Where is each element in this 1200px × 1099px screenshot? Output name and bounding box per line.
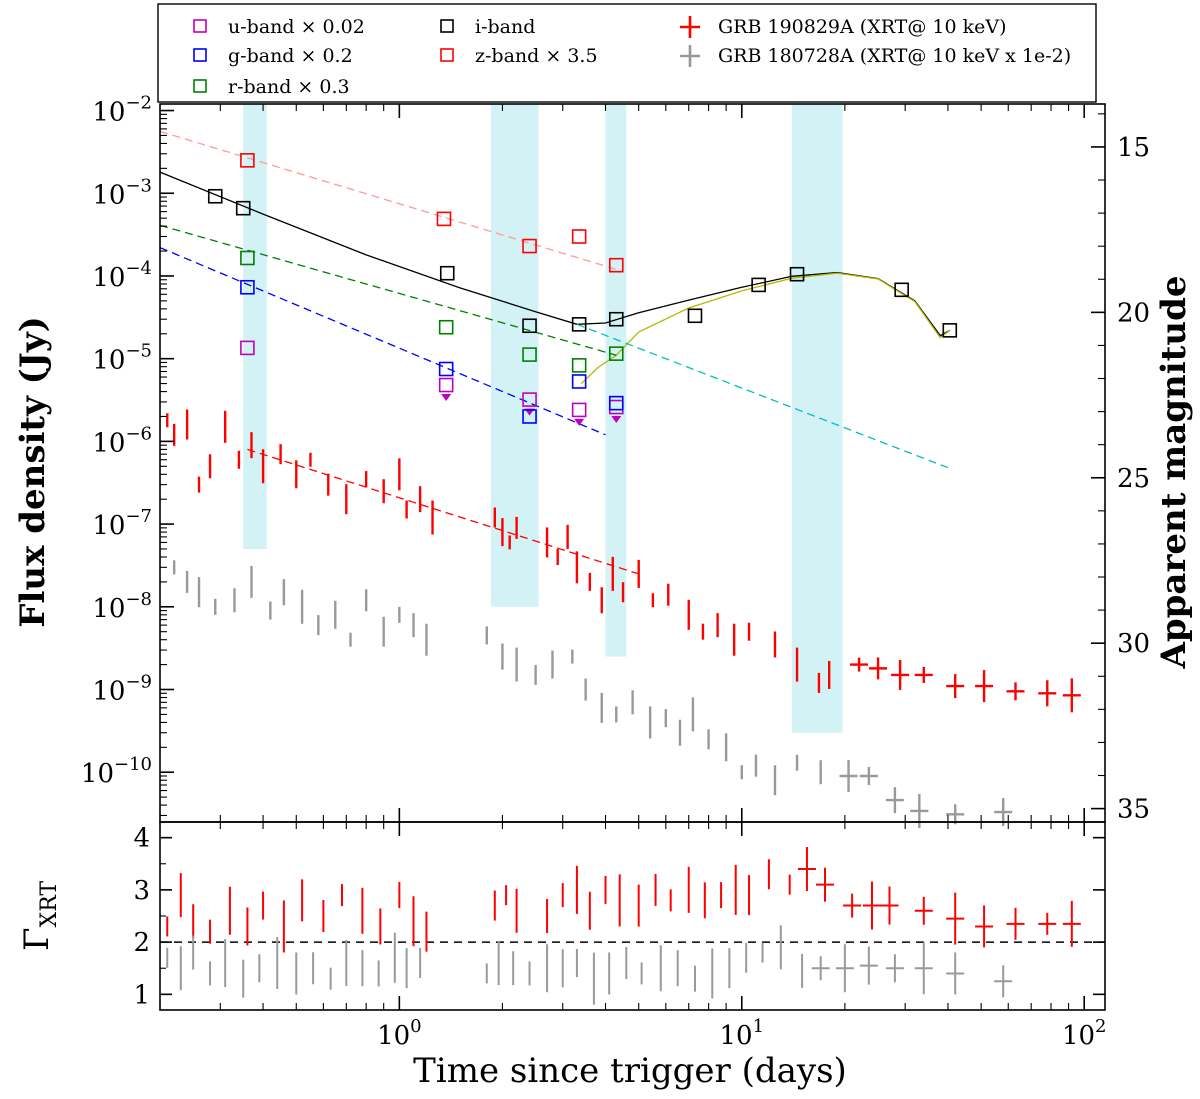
legend-label-2: g-band × 0.2: [228, 45, 353, 67]
legend-label-3: r-band × 0.3: [228, 76, 350, 98]
gamma-tick-label: 3: [133, 876, 150, 906]
optical-3-point-7: [687, 308, 703, 324]
optical-4-point-3: [522, 238, 537, 254]
optical-4-point-5: [608, 257, 624, 273]
optical-3-point-11: [942, 323, 958, 338]
optical-4-point-4: [571, 229, 587, 244]
legend: u-band × 0.02 g-band × 0.2 r-band × 0.3 i-b…: [157, 3, 1097, 103]
optical-1-point-3: [522, 409, 537, 424]
optical-0-point-3: [522, 392, 537, 407]
optical-3-point-9: [789, 266, 805, 282]
legend-marker-4: [440, 19, 454, 33]
optical-2-point-3: [522, 347, 537, 362]
optical-3-point-3: [439, 265, 455, 281]
gamma-tick-label: 2: [133, 928, 150, 958]
y-tick-label: 10−6: [92, 423, 152, 458]
gamma-panel-series: [160, 847, 1105, 1005]
legend-marker-1: [193, 19, 207, 33]
optical-3-point-4: [522, 318, 537, 334]
mag-tick-label: 30: [1117, 629, 1150, 659]
optical-3-point-10: [894, 282, 909, 298]
y-tick-label: 10−7: [92, 506, 152, 541]
mag-tick-label: 35: [1117, 795, 1150, 825]
model-line-6: [159, 247, 606, 436]
optical-1-point-2: [438, 361, 454, 377]
optical-1-point-1: [240, 279, 255, 295]
model-line-4: [159, 130, 617, 271]
optical-3-point-1: [207, 188, 223, 204]
legend-label-5: z-band × 3.5: [475, 45, 598, 67]
y-tick-label: 10−3: [92, 175, 152, 210]
model-line-2: [580, 272, 951, 385]
model-line-3: [576, 323, 949, 469]
y-tick-label: 10−2: [92, 93, 152, 128]
optical-0-upper-limit-2: [441, 394, 452, 402]
legend-label-7: GRB 180728A (XRT@ 10 keV x 1e-2): [718, 45, 1071, 67]
optical-3-point-8: [751, 277, 766, 293]
mag-tick-label: 15: [1117, 133, 1150, 163]
optical-0-point-4: [571, 402, 587, 418]
optical-0-point-1: [240, 340, 255, 356]
x-axis-title: Time since trigger (days): [413, 1051, 847, 1091]
y-tick-label: 10−8: [92, 589, 152, 624]
legend-label-1: u-band × 0.02: [228, 16, 365, 38]
optical-3-point-5: [571, 317, 587, 332]
optical-1-point-5: [608, 395, 624, 411]
model-line-7: [247, 448, 639, 575]
shaded-bands: [243, 104, 843, 733]
optical-2-point-1: [240, 250, 255, 266]
x-tick-label: 101: [720, 1016, 765, 1051]
y-tick-label: 10−9: [92, 671, 152, 706]
axes: 100 101 102 10−2 10−3 10−4 10−5 10−6 10−7 10−8 10−…: [81, 93, 1150, 1051]
gamma-tick-label: 4: [133, 824, 150, 854]
mag-tick-label: 25: [1117, 464, 1150, 494]
optical-series: [207, 153, 958, 426]
optical-4-point-2: [436, 211, 452, 227]
optical-2-point-2: [438, 319, 454, 335]
optical-0-upper-limit-5: [611, 416, 622, 424]
y-axis-right-title: Apparent magnitude: [1154, 275, 1194, 669]
y-tick-label: 10−5: [92, 341, 152, 376]
legend-label-6: GRB 190829A (XRT@ 10 keV): [718, 16, 1007, 38]
xrt-190829a-series: [166, 409, 1081, 713]
optical-2-point-4: [571, 358, 587, 373]
legend-label-4: i-band: [475, 16, 535, 38]
model-line-5: [159, 224, 617, 356]
legend-marker-2: [193, 48, 207, 62]
legend-marker-5: [440, 48, 454, 62]
y-tick-label: 10−4: [92, 258, 152, 293]
optical-0-upper-limit-4: [574, 418, 585, 426]
optical-0-point-2: [438, 377, 454, 393]
y-tick-label: 10−10: [81, 754, 152, 789]
gamma-tick-label: 1: [133, 980, 150, 1010]
xrt-180728a-series: [172, 560, 1013, 828]
mag-tick-label: 20: [1117, 298, 1150, 328]
shaded-band-2: [490, 104, 539, 607]
shaded-band-3: [605, 104, 627, 657]
shaded-band-4: [791, 104, 843, 733]
x-tick-label: 102: [1062, 1016, 1107, 1051]
x-tick-label: 100: [377, 1016, 422, 1051]
model-lines: [159, 130, 951, 575]
gamma-axis-title: ΓXRT: [17, 881, 62, 951]
optical-3-point-6: [608, 311, 624, 327]
optical-4-point-1: [240, 153, 255, 168]
legend-box: [157, 3, 1097, 103]
y-axis-title: Flux density (Jy): [13, 316, 53, 627]
optical-3-point-2: [235, 200, 251, 216]
optical-1-point-4: [571, 374, 587, 389]
legend-marker-3: [193, 79, 207, 93]
optical-2-point-5: [608, 346, 624, 361]
